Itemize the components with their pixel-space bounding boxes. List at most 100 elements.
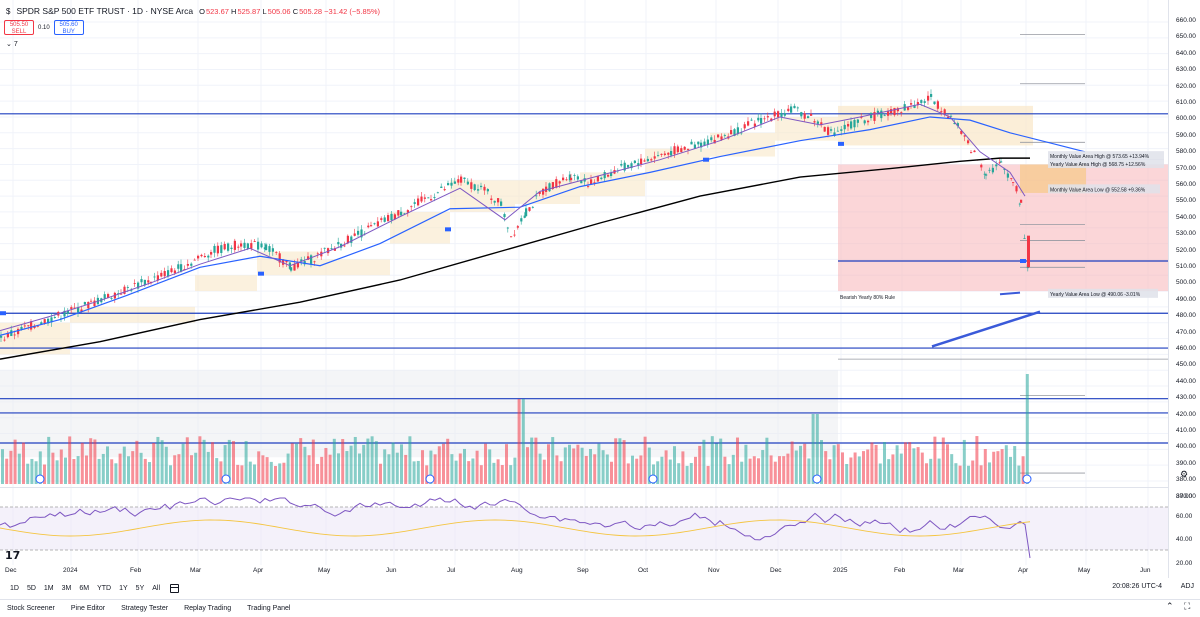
candle-body (223, 243, 226, 250)
volume-bar (677, 463, 681, 484)
range-5d[interactable]: 5D (26, 584, 36, 592)
range-3m[interactable]: 3M (61, 584, 72, 592)
pane-separator[interactable] (0, 487, 1168, 488)
price-chart[interactable]: Monthly Value Area High @ 573.65 +13.94%… (0, 0, 1168, 578)
candle-body (90, 300, 93, 302)
time-readout[interactable]: 20:08:26 UTC-4 (1112, 583, 1162, 590)
candle-body (447, 183, 450, 186)
candle-body (337, 242, 340, 245)
range-ytd[interactable]: YTD (97, 584, 112, 592)
volume-bar (219, 461, 223, 484)
volume-bar (227, 439, 231, 484)
monthly-vah-label-bg (1048, 151, 1164, 161)
volume-bar (97, 458, 101, 484)
volume-bar (236, 464, 240, 484)
candle-body (720, 136, 723, 140)
candle-body (156, 275, 159, 281)
candle-body (743, 124, 746, 129)
range-5y[interactable]: 5Y (135, 584, 145, 592)
ma-50-line (0, 116, 1086, 336)
volume-bar (59, 449, 63, 484)
symbol-title[interactable]: SPDR S&P 500 ETF TRUST · 1D · NYSE Arca (16, 6, 194, 16)
volume-bar (437, 446, 441, 484)
sell-button[interactable]: 505.50 SELL (4, 20, 34, 35)
volume-bar (988, 462, 991, 484)
candle-body (673, 146, 676, 155)
volume-bar (442, 443, 445, 484)
candle-body (777, 111, 780, 118)
position-marker (703, 157, 709, 162)
range-1y[interactable]: 1Y (119, 584, 128, 592)
candle-body (660, 153, 663, 155)
pane-settings-icon[interactable]: ⚙ (1180, 469, 1189, 479)
maximize-icon[interactable]: ⛶ (1184, 601, 1191, 611)
candle-body (177, 264, 180, 269)
price-tick-label: 470.00 (1176, 328, 1196, 336)
tab-trading-panel[interactable]: Trading Panel (247, 605, 291, 612)
candle-body (483, 186, 486, 191)
candle-body (687, 148, 690, 150)
tab-stock-screener[interactable]: Stock Screener (7, 605, 55, 612)
tab-pine-editor[interactable]: Pine Editor (70, 605, 106, 612)
candle-body (867, 120, 870, 123)
range-6m[interactable]: 6M (79, 584, 90, 592)
volume-bar (295, 443, 298, 484)
volume-bar (89, 438, 93, 484)
price-tick-label: 500.00 (1176, 279, 1196, 287)
volume-bar (631, 455, 634, 484)
range-1d[interactable]: 1D (10, 584, 19, 592)
volume-bar (387, 454, 391, 484)
tab-replay-trading[interactable]: Replay Trading (184, 605, 232, 612)
bottom-panel: Stock Screener Pine Editor Strategy Test… (0, 599, 1200, 617)
volume-bar (878, 463, 882, 484)
price-tick-label: 380.00 (1176, 476, 1196, 484)
volume-bar (694, 456, 697, 484)
buy-button[interactable]: 505.60 BUY (53, 20, 84, 35)
chevron-up-icon[interactable]: ⌃ (1166, 601, 1174, 611)
volume-bar (790, 441, 794, 484)
tab-strategy-tester[interactable]: Strategy Tester (121, 605, 169, 612)
candle-body (230, 247, 233, 250)
candle-body (473, 184, 476, 191)
calendar-icon[interactable] (170, 583, 180, 593)
volume-bar (458, 453, 462, 484)
chart-area[interactable]: Monthly Value Area High @ 573.65 +13.94%… (0, 0, 1200, 578)
volume-bar (723, 456, 727, 484)
candle-body (433, 197, 436, 199)
range-all[interactable]: All (152, 584, 161, 592)
volume-bar (731, 454, 735, 484)
time-tick-label: 2025 (833, 567, 848, 574)
candle-body (763, 118, 766, 120)
candle-body (443, 189, 446, 191)
time-tick-label: Apr (1018, 567, 1029, 574)
candle-body (6, 332, 9, 338)
candle-body (380, 218, 383, 220)
indicators-toggle[interactable]: ⌄ 7 (6, 41, 18, 48)
candle-body (197, 255, 200, 259)
candle-body (420, 196, 423, 202)
candle-body (463, 177, 466, 179)
annotation-arrow (931, 310, 1041, 348)
price-axis[interactable] (1168, 0, 1200, 578)
rsi-ma-line (0, 519, 1031, 537)
range-1m[interactable]: 1M (43, 584, 54, 592)
volume-bar (542, 459, 546, 484)
candle-body (271, 248, 274, 252)
price-tick-label: 580.00 (1176, 148, 1196, 156)
candle-body (890, 109, 893, 114)
candle-body (930, 93, 933, 97)
volume-bar (887, 459, 891, 484)
volume-bar (643, 436, 647, 484)
candle-body (963, 135, 966, 137)
volume-bar (849, 457, 853, 484)
candle-body (173, 270, 176, 274)
candle-body (103, 294, 106, 299)
volume-bar (752, 456, 756, 484)
volume-bar (820, 440, 823, 484)
candle-body (787, 108, 790, 112)
volume-bar (278, 463, 282, 484)
adj-button[interactable]: ADJ (1180, 583, 1194, 590)
candle-body (663, 153, 666, 155)
volume-bar (47, 436, 51, 484)
candle-body (603, 172, 606, 179)
